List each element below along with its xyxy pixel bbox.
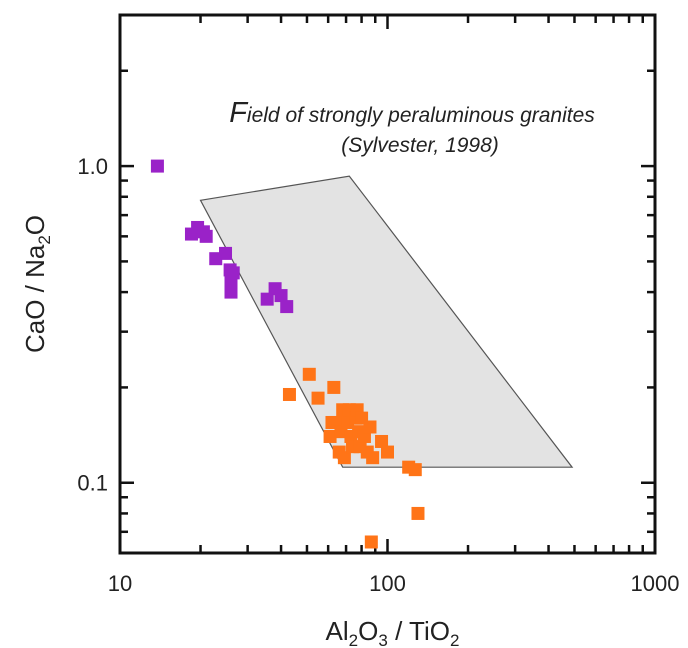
x-tick-label: 100 <box>369 571 406 596</box>
data-point-series-2 <box>408 463 422 477</box>
y-axis-label-part: 2 <box>35 235 54 244</box>
x-axis-label-part: 2 <box>349 631 358 648</box>
data-point-series-1 <box>224 275 238 289</box>
field-annotation-line1: Field of strongly peraluminous granites <box>229 97 595 129</box>
data-point-series-1 <box>219 246 233 260</box>
data-point-series-1 <box>199 229 213 243</box>
y-tick-label: 0.1 <box>77 471 108 496</box>
y-axis-label-part: O <box>20 215 50 235</box>
data-point-series-2 <box>375 434 389 448</box>
x-axis-label-part: Al <box>326 616 349 646</box>
data-point-series-2 <box>381 445 394 459</box>
data-point-series-2 <box>337 451 351 465</box>
data-point-series-2 <box>311 391 325 405</box>
points-layer <box>150 159 425 549</box>
x-axis-label-part: 2 <box>450 631 459 648</box>
data-point-series-1 <box>274 289 288 303</box>
data-point-series-2 <box>302 367 316 381</box>
field-polygon <box>199 175 574 468</box>
x-axis-label-part: 3 <box>378 631 387 648</box>
data-point-series-2 <box>282 387 296 401</box>
y-axis-label-part: CaO / Na <box>20 244 50 353</box>
x-axis-label: Al2O3 / TiO2 <box>326 616 460 648</box>
annotation-initial: F <box>229 97 249 129</box>
y-axis-label: CaO / Na2O <box>20 215 54 353</box>
data-point-series-2 <box>366 451 380 465</box>
data-point-series-2 <box>364 535 378 549</box>
data-point-series-1 <box>150 159 164 173</box>
data-point-series-2 <box>323 429 337 443</box>
axes-layer <box>118 13 657 555</box>
data-point-series-2 <box>363 420 377 434</box>
y-tick-label: 1.0 <box>77 154 108 179</box>
data-point-series-2 <box>327 380 341 394</box>
x-axis-label-part: O <box>358 616 378 646</box>
data-point-series-1 <box>280 300 294 314</box>
annotation-rest: ield of strongly peraluminous granites <box>247 104 595 127</box>
data-point-series-2 <box>411 506 425 520</box>
x-axis-label-part: / TiO <box>388 616 450 646</box>
field-annotation-line2: (Sylvester, 1998) <box>341 134 499 157</box>
data-point-series-1 <box>224 285 238 299</box>
x-tick-label: 10 <box>108 571 132 596</box>
data-point-series-1 <box>209 252 223 266</box>
x-tick-label: 1000 <box>631 571 680 596</box>
field-layer <box>199 175 574 468</box>
data-point-series-1 <box>260 292 274 306</box>
